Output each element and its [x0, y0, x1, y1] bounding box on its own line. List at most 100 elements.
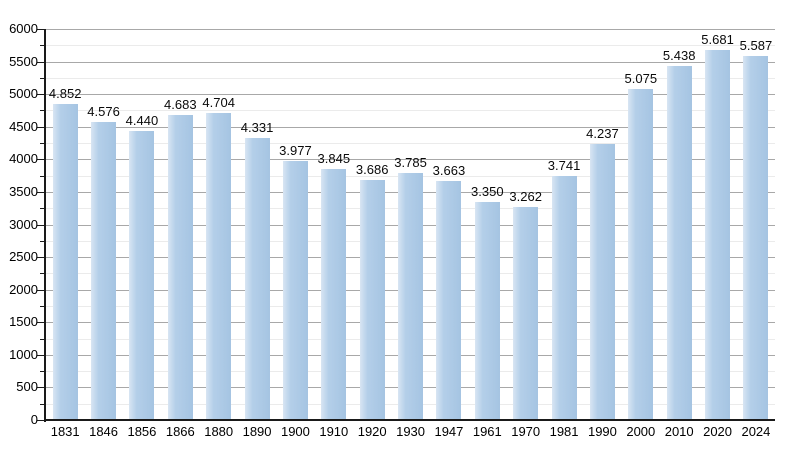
y-tick-label: 500 [16, 379, 38, 394]
bar-1831 [52, 103, 78, 420]
bar-slot-1920: 3.686 [353, 29, 391, 420]
y-tick-label: 0 [30, 412, 38, 427]
bar-slot-1970: 3.262 [507, 29, 545, 420]
bar-1890 [244, 137, 270, 420]
y-tick-label: 2500 [9, 249, 38, 264]
y-tick-label: 4500 [9, 119, 38, 134]
bar-slot-1880: 4.704 [200, 29, 238, 420]
y-tick-major [37, 29, 44, 30]
y-tick-label: 5500 [9, 54, 38, 69]
y-tick-major [37, 355, 44, 356]
y-tick-label: 3500 [9, 184, 38, 199]
y-tick-major [37, 290, 44, 291]
y-tick-label: 6000 [9, 21, 38, 36]
bar-1947 [436, 181, 462, 420]
y-tick-major [37, 225, 44, 226]
y-tick-minor [40, 176, 44, 177]
bar-value-label: 3.350 [471, 183, 504, 199]
bar-2020 [705, 49, 731, 420]
bar-value-label: 3.845 [317, 151, 351, 167]
bar-2000 [628, 89, 654, 420]
bar-value-label: 4.683 [164, 96, 197, 112]
bar-slot-1900: 3.977 [276, 29, 314, 420]
x-tick-label-1866: 1866 [165, 424, 195, 439]
bar-1920 [359, 179, 385, 420]
y-tick-minor [40, 404, 44, 405]
bar-1970 [513, 207, 539, 420]
bar-value-label: 3.741 [547, 158, 581, 174]
bar-value-label: 5.587 [739, 37, 773, 53]
bar-slot-2010: 5.438 [660, 29, 698, 420]
bar-slot-1856: 4.440 [123, 29, 161, 420]
bar-slot-1890: 4.331 [238, 29, 276, 420]
bar-2010 [666, 65, 692, 420]
y-tick-major [37, 387, 44, 388]
y-tick-label: 5000 [9, 86, 38, 101]
x-tick-label-1970: 1970 [511, 424, 541, 439]
y-tick-major [37, 127, 44, 128]
y-tick-major [37, 192, 44, 193]
x-tick-label-1846: 1846 [89, 424, 119, 439]
bar-1930 [398, 173, 424, 420]
bar-slot-1990: 4.237 [583, 29, 621, 420]
y-tick-minor [40, 273, 44, 274]
x-axis-labels-row: 1831 1846 1856 1866 1880 1890 1900 1910 1920 1930… [46, 424, 775, 439]
bar-value-label: 5.075 [624, 71, 658, 87]
x-tick-label-1890: 1890 [242, 424, 272, 439]
y-tick-minor [40, 241, 44, 242]
x-tick-label-2024: 2024 [741, 424, 771, 439]
x-tick-label-2010: 2010 [664, 424, 694, 439]
bar-value-label: 5.438 [662, 47, 696, 63]
y-tick-label: 4000 [9, 151, 38, 166]
x-tick-label-1856: 1856 [127, 424, 157, 439]
y-tick-minor [40, 306, 44, 307]
y-tick-major [37, 420, 44, 421]
x-tick-label-1990: 1990 [587, 424, 617, 439]
y-tick-minor [40, 78, 44, 79]
x-tick-label-1961: 1961 [472, 424, 502, 439]
x-tick-label-1880: 1880 [204, 424, 234, 439]
bar-slot-1961: 3.350 [468, 29, 506, 420]
y-tick-major [37, 62, 44, 63]
y-tick-minor [40, 371, 44, 372]
bar-1961 [474, 201, 500, 420]
x-tick-label-2020: 2020 [703, 424, 733, 439]
bar-slot-1831: 4.852 [46, 29, 84, 420]
x-tick-label-2000: 2000 [626, 424, 656, 439]
bar-value-label: 4.331 [240, 119, 274, 135]
bar-1880 [206, 113, 232, 420]
y-tick-major [37, 159, 44, 160]
bar-1981 [551, 176, 577, 420]
y-tick-label: 3000 [9, 217, 38, 232]
x-tick-label-1981: 1981 [549, 424, 579, 439]
bar-1856 [129, 130, 155, 420]
bar-1910 [321, 169, 347, 420]
y-tick-major [37, 257, 44, 258]
bar-value-label: 3.785 [394, 155, 427, 171]
bar-slot-2020: 5.681 [698, 29, 736, 420]
bar-slot-1981: 3.741 [545, 29, 583, 420]
y-tick-major [37, 94, 44, 95]
bar-value-label: 4.237 [586, 125, 619, 141]
bar-slot-1866: 4.683 [161, 29, 199, 420]
y-tick-major [37, 322, 44, 323]
x-tick-label-1910: 1910 [319, 424, 349, 439]
y-tick-minor [40, 143, 44, 144]
x-tick-label-1831: 1831 [50, 424, 80, 439]
bar-slot-2000: 5.075 [622, 29, 660, 420]
bar-1866 [167, 114, 193, 420]
x-tick-label-1900: 1900 [280, 424, 310, 439]
y-tick-label: 1500 [9, 314, 38, 329]
bar-slot-1846: 4.576 [84, 29, 122, 420]
y-tick-minor [40, 208, 44, 209]
y-tick-minor [40, 110, 44, 111]
x-axis [44, 419, 775, 421]
bar-1900 [282, 160, 308, 420]
y-tick-minor [40, 45, 44, 46]
y-axis [44, 29, 46, 422]
plot-area: 4.852 4.576 4.440 4.683 4.704 4.331 3.977 3.845… [46, 29, 775, 420]
bar-value-label: 3.663 [432, 163, 466, 179]
y-tick-label: 2000 [9, 282, 38, 297]
bar-value-label: 3.262 [509, 189, 542, 205]
